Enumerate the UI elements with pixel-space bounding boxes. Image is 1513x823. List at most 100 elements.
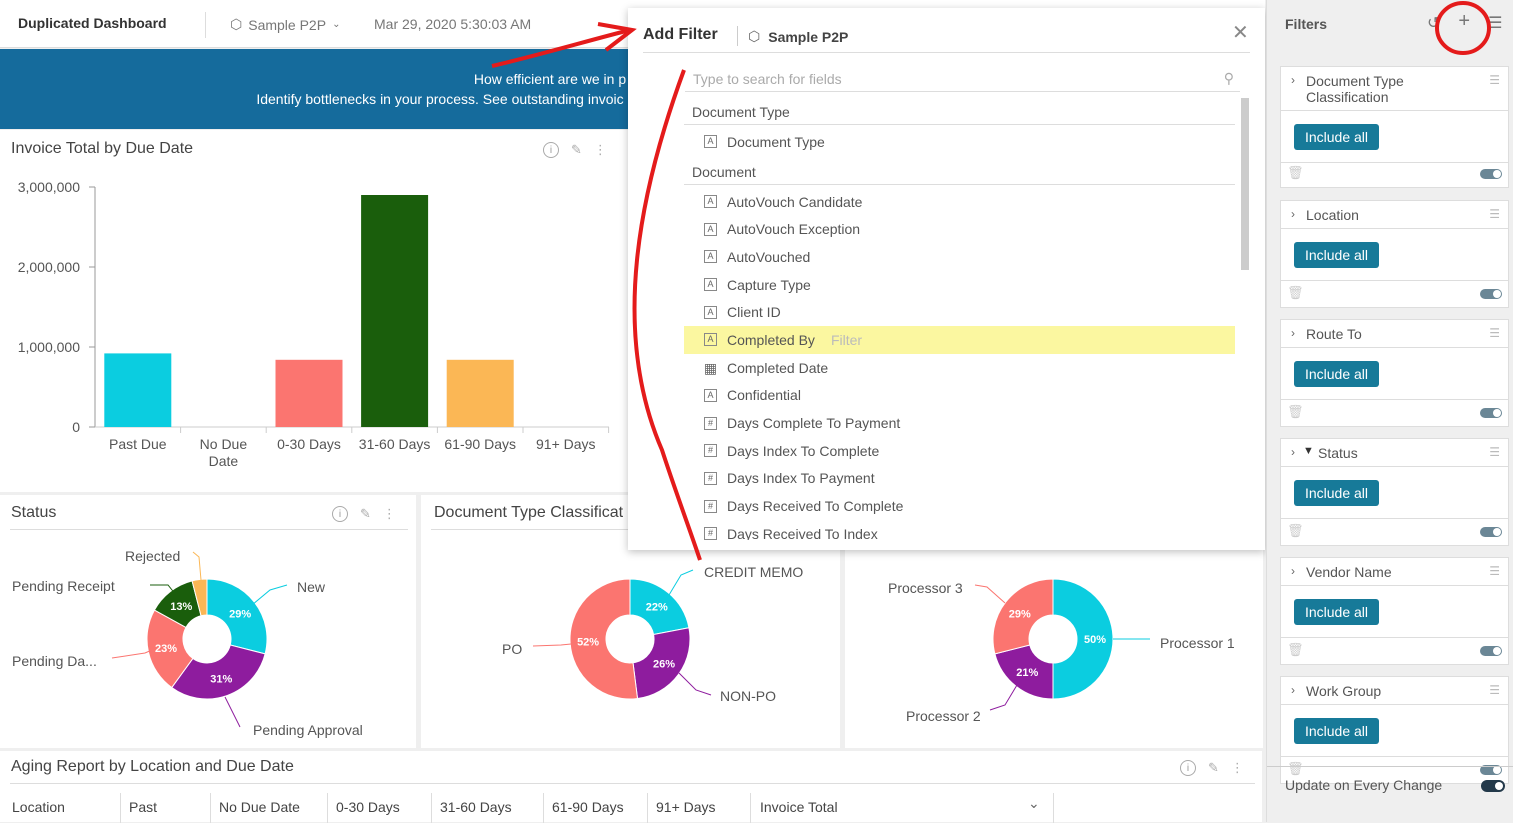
x-tick-label: 91+ Days [536, 436, 596, 452]
filter-toggle[interactable] [1480, 289, 1502, 299]
chevron-right-icon[interactable]: › [1291, 683, 1295, 697]
menu-icon[interactable]: ☰ [1488, 15, 1503, 32]
legend-label: CREDIT MEMO [704, 564, 803, 580]
filter-toggle[interactable] [1480, 408, 1502, 418]
field-item[interactable]: A Completed By Filter [684, 326, 1235, 354]
include-all-button[interactable]: Include all [1294, 124, 1379, 150]
trash-icon[interactable]: 🗑 [1287, 285, 1304, 300]
legend-label: Processor 2 [906, 708, 981, 724]
filter-card-header[interactable] [1281, 677, 1508, 705]
filter-toggle[interactable] [1480, 765, 1502, 775]
filter-card-header[interactable] [1281, 558, 1508, 586]
column-header-0-30[interactable]: 0-30 Days [336, 799, 400, 815]
x-tick-label: No Due [200, 436, 248, 452]
trash-icon[interactable]: 🗑 [1287, 523, 1304, 538]
trash-icon[interactable]: 🗑 [1287, 761, 1304, 776]
trash-icon[interactable]: 🗑 [1287, 165, 1304, 180]
text-type-icon: A [704, 135, 717, 149]
filter-card-header[interactable] [1281, 439, 1508, 467]
drag-handle-icon[interactable]: ☰ [1489, 73, 1500, 87]
status-widget: Status i ✎ ⋮ 29% 31% 23% 13% Rejected Pending… [0, 495, 416, 748]
update-every-change-toggle[interactable] [1481, 780, 1505, 792]
column-header-no-due-date[interactable]: No Due Date [219, 799, 300, 815]
cube-icon: ⬡ [748, 28, 761, 44]
add-filter-icon[interactable]: + [1458, 10, 1471, 32]
field-item[interactable]: # Days Index To Payment [684, 465, 1235, 493]
filter-name: Work Group [1306, 683, 1382, 699]
field-item[interactable]: A Document Type [684, 128, 1235, 156]
filter-card-header[interactable] [1281, 67, 1508, 111]
pencil-icon[interactable]: ✎ [360, 506, 371, 521]
field-item[interactable]: A AutoVouch Exception [684, 215, 1235, 243]
field-search-input[interactable]: Type to search for fields ⚲ [685, 66, 1240, 92]
filter-card-header[interactable] [1281, 320, 1508, 348]
undo-icon[interactable]: ↺ [1427, 15, 1441, 32]
more-vert-icon[interactable]: ⋮ [593, 142, 607, 157]
column-header-past[interactable]: Past [129, 799, 158, 815]
pencil-icon[interactable]: ✎ [1208, 760, 1219, 775]
field-item[interactable]: # Days Received To Complete [684, 492, 1235, 520]
drag-handle-icon[interactable]: ☰ [1489, 564, 1500, 578]
field-item[interactable]: # Days Received To Index [684, 520, 1235, 540]
drag-handle-icon[interactable]: ☰ [1489, 683, 1500, 697]
more-vert-icon[interactable]: ⋮ [382, 506, 396, 521]
chevron-right-icon[interactable]: › [1291, 564, 1295, 578]
column-header-61-90[interactable]: 61-90 Days [552, 799, 624, 815]
filter-name: Status [1318, 445, 1358, 461]
info-icon[interactable]: i [543, 142, 559, 158]
processor-donut-chart: 50% 21% 29% Processor 3 Processor 1 Processor… [888, 578, 1235, 724]
filter-action-link[interactable]: Filter [830, 331, 863, 348]
include-all-button[interactable]: Include all [1294, 480, 1379, 506]
filter-card-divider [1281, 756, 1508, 757]
widget-actions: i ✎ ⋮ [332, 506, 396, 522]
column-header-location[interactable]: Location [12, 799, 65, 815]
field-item[interactable]: # Days Complete To Payment [684, 409, 1235, 437]
leader-line [192, 551, 202, 581]
field-label: Capture Type [727, 276, 811, 293]
trash-icon[interactable]: 🗑 [1287, 642, 1304, 657]
field-item[interactable]: # Days Index To Complete [684, 437, 1235, 465]
field-item[interactable]: A Capture Type [684, 271, 1235, 299]
widget-actions: i ✎ ⋮ [543, 142, 607, 158]
trash-icon[interactable]: 🗑 [1287, 404, 1304, 419]
column-header-31-60[interactable]: 31-60 Days [440, 799, 512, 815]
info-icon[interactable]: i [332, 506, 348, 522]
chevron-right-icon[interactable]: › [1291, 326, 1295, 340]
datasource-selector[interactable]: ⬡ Sample P2P ⌄ [230, 16, 340, 33]
info-icon[interactable]: i [1180, 760, 1196, 776]
include-all-button[interactable]: Include all [1294, 718, 1379, 744]
filter-toggle[interactable] [1480, 169, 1502, 179]
field-list-scrollbar[interactable] [1241, 98, 1249, 270]
field-item[interactable]: ▦ Completed Date [684, 354, 1235, 382]
drag-handle-icon[interactable]: ☰ [1489, 445, 1500, 459]
filter-card-header[interactable] [1281, 201, 1508, 229]
chevron-down-icon[interactable]: ⌄ [1028, 795, 1040, 811]
include-all-button[interactable]: Include all [1294, 599, 1379, 625]
field-item[interactable]: A AutoVouch Candidate [684, 188, 1235, 216]
chevron-right-icon[interactable]: › [1291, 445, 1295, 459]
column-divider [120, 793, 121, 823]
column-header-91-plus[interactable]: 91+ Days [656, 799, 716, 815]
more-vert-icon[interactable]: ⋮ [1230, 760, 1244, 775]
close-icon[interactable]: ✕ [1232, 22, 1249, 44]
field-group-header: Document [684, 158, 1235, 185]
filter-card-divider [1281, 399, 1508, 400]
x-tick-label: 0-30 Days [277, 436, 341, 452]
include-all-button[interactable]: Include all [1294, 361, 1379, 387]
column-divider [210, 793, 211, 823]
field-item[interactable]: A AutoVouched [684, 243, 1235, 271]
include-all-button[interactable]: Include all [1294, 242, 1379, 268]
chevron-right-icon[interactable]: › [1291, 73, 1295, 87]
filter-toggle[interactable] [1480, 646, 1502, 656]
drag-handle-icon[interactable]: ☰ [1489, 326, 1500, 340]
refresh-timestamp: Mar 29, 2020 5:30:03 AM [374, 16, 532, 32]
chevron-right-icon[interactable]: › [1291, 207, 1295, 221]
filter-toggle[interactable] [1480, 527, 1502, 537]
filter-card: › Route To ☰ Include all 🗑 [1280, 319, 1509, 427]
add-filter-dialog: Add Filter ⬡ Sample P2P ✕ Type to search… [628, 8, 1265, 550]
field-item[interactable]: A Client ID [684, 298, 1235, 326]
pencil-icon[interactable]: ✎ [571, 142, 582, 157]
drag-handle-icon[interactable]: ☰ [1489, 207, 1500, 221]
field-item[interactable]: A Confidential [684, 382, 1235, 410]
column-header-invoice-total[interactable]: Invoice Total [760, 799, 838, 815]
